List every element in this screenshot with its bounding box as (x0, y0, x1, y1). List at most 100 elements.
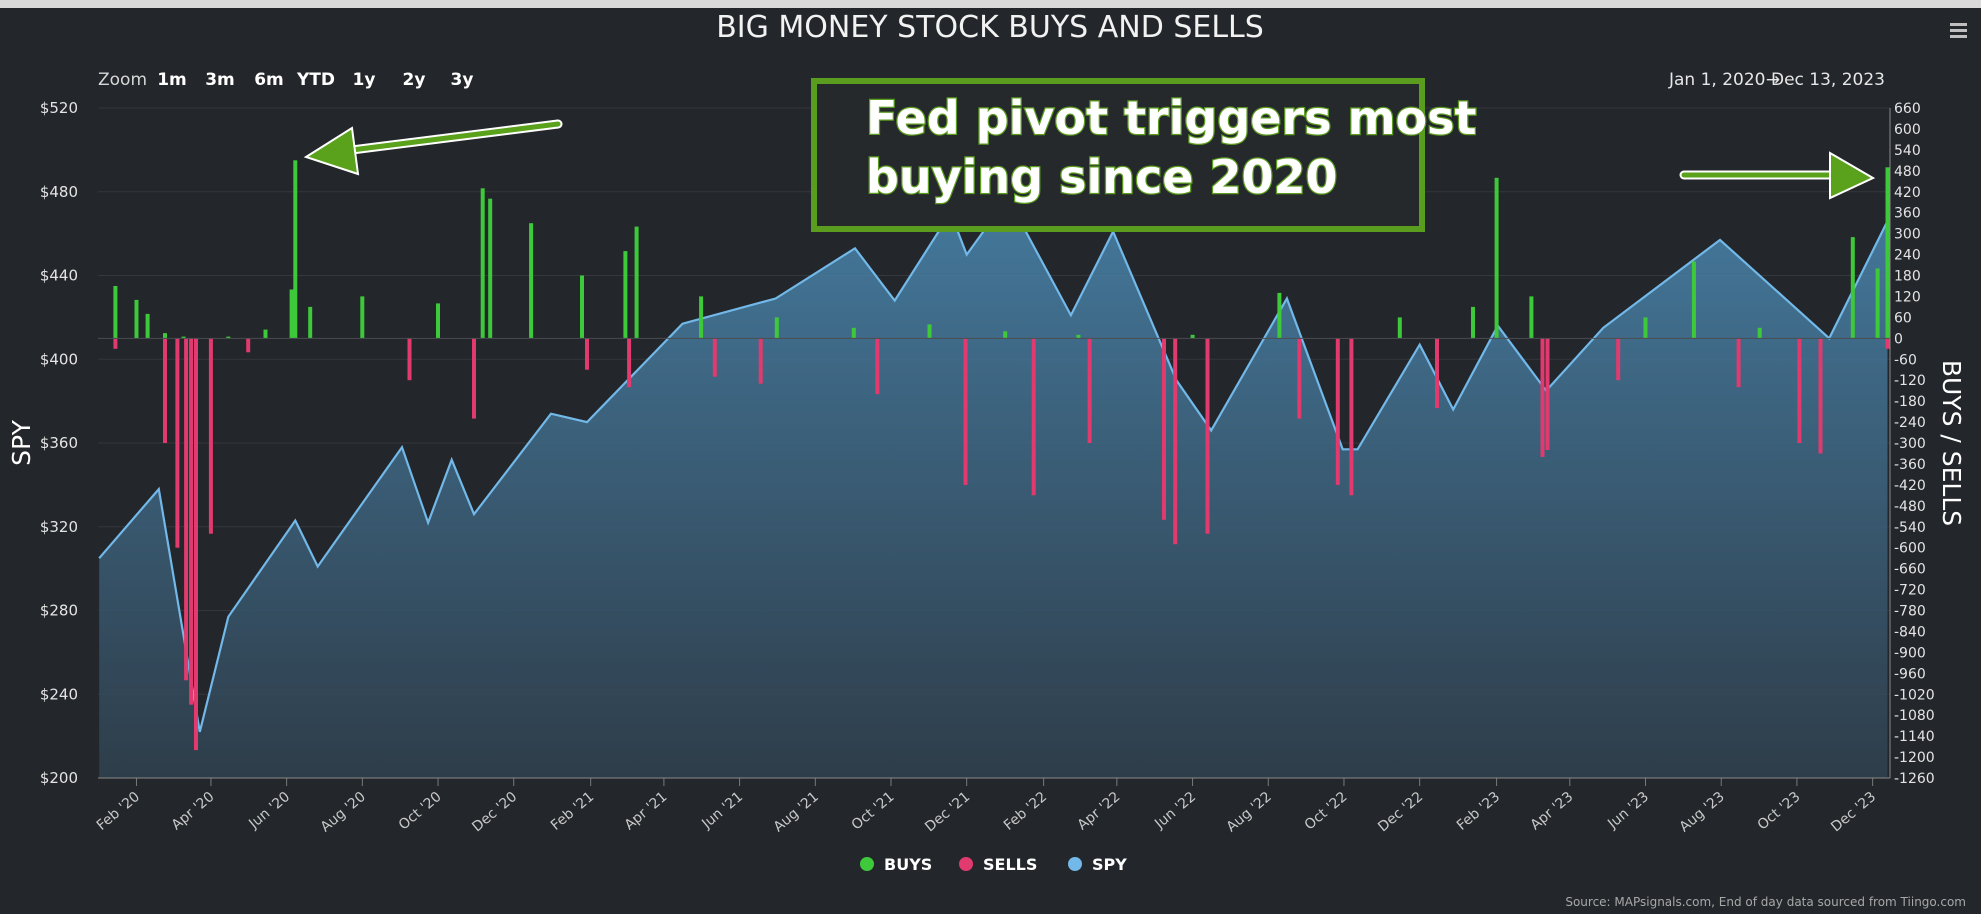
left-tick-label: $320 (40, 518, 78, 536)
source-note: Source: MAPsignals.com, End of day data … (1565, 895, 1966, 909)
window-top-strip (0, 0, 1981, 8)
right-tick-label: 0 (1894, 331, 1903, 347)
buys-bar (293, 160, 298, 339)
buys-bar (1076, 334, 1081, 339)
left-tick-label: $280 (40, 602, 78, 620)
zoom-button-1m[interactable]: 1m (157, 70, 187, 90)
legend: BUYS SELLS SPY (860, 855, 1127, 874)
left-tick-label: $520 (40, 99, 78, 117)
zoom-button-ytd[interactable]: YTD (296, 70, 335, 90)
range-start[interactable]: Jan 1, 2020 (1668, 70, 1766, 90)
right-tick-label: -1140 (1894, 729, 1935, 745)
x-tick-label: Oct '22 (1302, 789, 1351, 834)
zoom-button-3y[interactable]: 3y (451, 70, 474, 90)
x-tick-label: Aug '20 (318, 789, 369, 836)
buys-bar (1529, 296, 1534, 339)
buys-bar (927, 324, 932, 339)
left-tick-label: $440 (40, 267, 78, 285)
annotation-line-1: Fed pivot triggers most (866, 91, 1476, 145)
buys-bar (774, 317, 779, 339)
right-tick-label: -420 (1894, 478, 1926, 494)
right-tick-label: 60 (1894, 310, 1912, 326)
zoom-button-2y[interactable]: 2y (403, 70, 426, 90)
buys-bar (580, 275, 584, 339)
right-tick-label: -180 (1894, 394, 1926, 410)
right-tick-label: 420 (1894, 185, 1921, 201)
x-tick-label: Feb '20 (94, 789, 143, 834)
legend-item-sells[interactable]: SELLS (959, 855, 1037, 874)
buys-bar (480, 188, 485, 339)
right-tick-label: 300 (1894, 227, 1921, 243)
right-tick-label: -120 (1894, 373, 1926, 389)
sells-bar (1885, 338, 1890, 349)
sells-bar (1797, 338, 1802, 443)
right-tick-label: -240 (1894, 415, 1926, 431)
right-tick-label: -660 (1894, 562, 1926, 578)
x-tick-label: Apr '21 (622, 789, 671, 834)
sells-bar (1616, 338, 1621, 381)
left-tick-label: $360 (40, 434, 78, 452)
sells-bar (189, 338, 194, 705)
x-tick-label: Jun '20 (245, 789, 293, 833)
buys-bar (134, 299, 139, 339)
sells-bar (1031, 338, 1036, 496)
legend-item-spy[interactable]: SPY (1068, 855, 1127, 874)
hamburger-menu-icon[interactable] (1950, 23, 1967, 38)
buys-bar (1471, 306, 1475, 339)
right-tick-label: -480 (1894, 499, 1926, 515)
left-tick-label: $240 (40, 685, 78, 703)
legend-label: BUYS (884, 855, 932, 874)
right-tick-label: 360 (1894, 206, 1921, 222)
buys-bar (163, 333, 167, 339)
sells-bar (1349, 338, 1354, 496)
sells-bar (1435, 338, 1439, 409)
buys-bar (488, 198, 493, 339)
right-tick-label: -540 (1894, 520, 1926, 536)
sells-bar (1545, 338, 1550, 450)
range-arrow: → (1766, 70, 1780, 90)
sells-bar (407, 338, 412, 381)
sells-bar (1297, 338, 1302, 419)
date-range: Jan 1, 2020 → Dec 13, 2023 (1668, 70, 1885, 90)
sells-bar (1162, 338, 1166, 520)
sells-bar (712, 338, 717, 377)
sells-bar (875, 338, 880, 395)
right-tick-label: -900 (1894, 645, 1926, 661)
x-tick-label: Feb '23 (1454, 789, 1503, 834)
zoom-button-1y[interactable]: 1y (353, 70, 376, 90)
sells-bar (113, 338, 118, 349)
right-tick-label: 180 (1894, 269, 1921, 285)
spy-line (98, 195, 1889, 733)
legend-item-buys[interactable]: BUYS (860, 855, 932, 874)
chart-container: BIG MONEY STOCK BUYS AND SELLS Zoom 1m 3m… (0, 8, 1981, 914)
chart-svg: BIG MONEY STOCK BUYS AND SELLS Zoom 1m 3m… (7, 10, 1967, 909)
annotation-arrow-left (303, 119, 563, 176)
legend-label: SELLS (983, 855, 1037, 874)
x-tick-label: Oct '21 (849, 789, 898, 834)
sells-bar (1173, 338, 1178, 545)
right-tick-label: -720 (1894, 583, 1926, 599)
right-tick-label: -840 (1894, 624, 1926, 640)
right-tick-label: -1020 (1894, 687, 1935, 703)
left-tick-label: $480 (40, 183, 78, 201)
left-tick-label: $400 (40, 350, 78, 368)
right-tick-label: -960 (1894, 666, 1926, 682)
right-axis-title: BUYS / SELLS (1937, 360, 1966, 526)
spy-area (99, 198, 1888, 778)
x-tick-label: Aug '23 (1677, 789, 1728, 836)
range-end[interactable]: Dec 13, 2023 (1771, 70, 1885, 90)
buys-bar (1643, 317, 1648, 339)
sells-bar (175, 338, 180, 548)
buys-bar (289, 289, 294, 339)
right-tick-label: -600 (1894, 541, 1926, 557)
right-tick-label: -360 (1894, 457, 1926, 473)
zoom-button-6m[interactable]: 6m (254, 70, 284, 90)
buys-bar (529, 223, 534, 339)
zoom-button-3m[interactable]: 3m (205, 70, 235, 90)
annotation-arrow-right (1679, 151, 1876, 200)
x-tick-label: Jun '21 (698, 789, 746, 833)
left-axis-title: SPY (7, 419, 36, 465)
buys-bar (1691, 261, 1696, 339)
buys-bar (436, 303, 440, 339)
buys-bar (634, 226, 639, 339)
